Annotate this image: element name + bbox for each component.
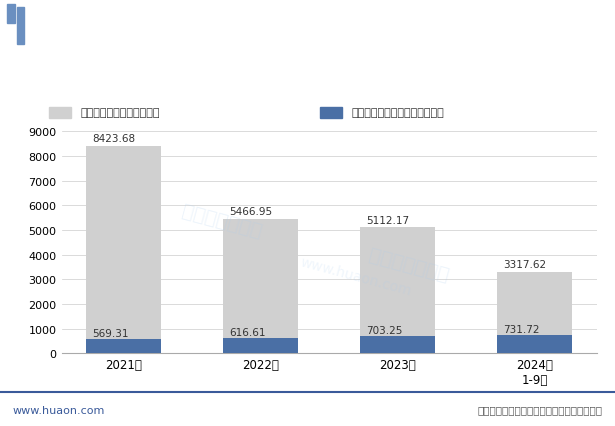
Text: www.huaon.com: www.huaon.com — [299, 254, 413, 298]
Text: 2021-2024年9月浙江省房地产商品住宅及商品住宅现房销售面积: 2021-2024年9月浙江省房地产商品住宅及商品住宅现房销售面积 — [143, 68, 472, 83]
Text: 5466.95: 5466.95 — [229, 207, 272, 216]
Bar — [7, 6, 15, 24]
Bar — [497, 272, 572, 354]
Text: 华经产业研究院: 华经产业研究院 — [180, 201, 264, 240]
Text: 8423.68: 8423.68 — [92, 134, 135, 144]
Text: 569.31: 569.31 — [92, 328, 129, 338]
Bar — [320, 107, 342, 119]
Bar — [360, 228, 435, 354]
Text: 专业严谨 • 客观科学: 专业严谨 • 客观科学 — [533, 20, 600, 31]
Bar — [49, 107, 71, 119]
Bar — [360, 336, 435, 354]
Bar — [86, 340, 161, 354]
Bar — [17, 8, 24, 45]
Bar — [497, 336, 572, 354]
Bar — [223, 219, 298, 354]
Text: 731.72: 731.72 — [503, 324, 539, 334]
Bar — [86, 146, 161, 354]
Text: 703.25: 703.25 — [366, 325, 402, 335]
Bar — [223, 338, 298, 354]
Text: www.huaon.com: www.huaon.com — [12, 405, 105, 414]
Text: 商品住宅销售面积（万㎡）: 商品住宅销售面积（万㎡） — [81, 107, 160, 117]
Text: 616.61: 616.61 — [229, 327, 265, 337]
Text: 3317.62: 3317.62 — [503, 259, 546, 270]
Text: 商品住宅现房销售面积（万㎡）: 商品住宅现房销售面积（万㎡） — [351, 107, 444, 117]
Text: 5112.17: 5112.17 — [366, 215, 409, 225]
Text: 华经情报网: 华经情报网 — [32, 19, 69, 32]
Text: 数据来源：国家统计局；华经产业研究院整理: 数据来源：国家统计局；华经产业研究院整理 — [478, 405, 603, 414]
Text: 华经产业研究院: 华经产业研究院 — [367, 245, 451, 285]
